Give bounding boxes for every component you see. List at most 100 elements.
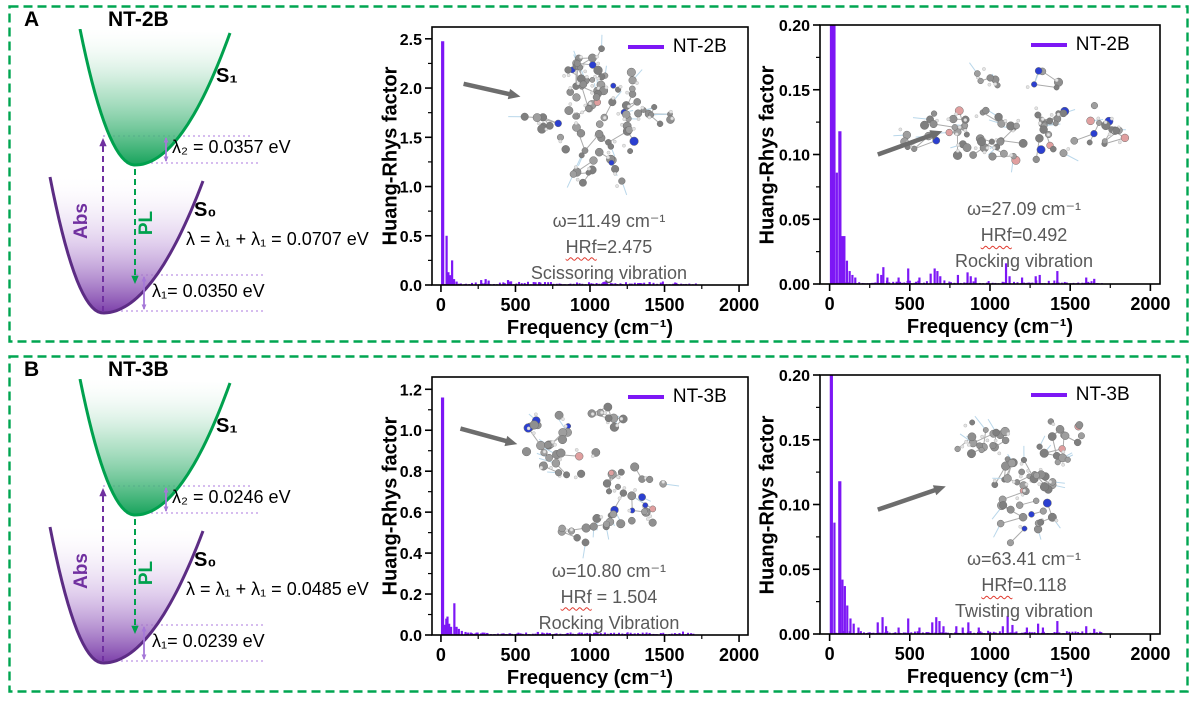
annotation-hrf: HRf = 1.504 <box>560 586 658 607</box>
svg-text:1000: 1000 <box>570 295 610 315</box>
absorption-label: Abs <box>71 203 92 239</box>
svg-text:0.20: 0.20 <box>779 368 810 385</box>
svg-text:0: 0 <box>825 294 835 314</box>
panel-a: A NT-2B S₁ S₀ Abs PL λ₂ = 0.0357 eV λ = … <box>8 5 1189 343</box>
svg-text:0.00: 0.00 <box>779 277 810 294</box>
annotation-vibration: Rocking Vibration <box>538 612 680 633</box>
svg-text:1500: 1500 <box>645 645 685 665</box>
svg-text:1.5: 1.5 <box>400 130 422 147</box>
svg-text:1000: 1000 <box>970 644 1010 664</box>
legend-label: NT-3B <box>672 386 727 408</box>
svg-text:1000: 1000 <box>570 645 610 665</box>
lambda2-value: λ₂ = 0.0357 eV <box>172 137 291 157</box>
annotation-vibration: Scissoring vibration <box>530 262 687 283</box>
pl-label: PL <box>136 210 157 236</box>
svg-text:500: 500 <box>895 644 925 664</box>
svg-text:1.0: 1.0 <box>400 423 422 440</box>
hr-spectrum-chart-a-mid: 0 500 1000 1500 2000 0.0 0.5 1.0 1.5 2.0 2.5 Huang… <box>380 13 764 339</box>
annotation-omega: ω=10.80 cm⁻¹ <box>551 560 666 581</box>
y-axis-label: Huang-Rhys factor <box>756 65 779 244</box>
svg-text:2.5: 2.5 <box>400 32 422 49</box>
legend-line-swatch <box>1030 393 1067 398</box>
svg-text:500: 500 <box>500 295 530 315</box>
legend: NT-2B <box>1030 34 1130 56</box>
x-axis-label: Frequency (cm⁻¹) <box>906 316 1074 338</box>
svg-text:0.15: 0.15 <box>779 83 810 100</box>
lambda-sum-value: λ = λ₁ + λ₁ = 0.0707 eV <box>186 229 369 249</box>
s0-state-label: S₀ <box>194 549 217 571</box>
panel-a-label: A <box>24 8 40 31</box>
legend-label: NT-2B <box>1075 34 1130 56</box>
lambda1-value: λ₁= 0.0239 eV <box>152 631 265 651</box>
svg-text:0.10: 0.10 <box>779 148 810 165</box>
spectrum-plot-svg: 0 500 1000 1500 2000 0.0 0.5 1.0 1.5 2.0 2.5 <box>400 26 759 315</box>
annotation-vibration: Rocking vibration <box>954 251 1094 272</box>
legend: NT-3B <box>1030 384 1130 406</box>
panel-b-label: B <box>24 358 40 381</box>
lambda2-value: λ₂ = 0.0246 eV <box>172 487 291 507</box>
annotation: ω=11.49 cm⁻¹ HRf=2.475 Scissoring vibrat… <box>531 208 687 286</box>
svg-text:0.0: 0.0 <box>400 628 422 645</box>
panel-a-title: NT-2B <box>108 8 169 31</box>
annotation-omega: ω=27.09 cm⁻¹ <box>966 198 1082 219</box>
svg-text:0: 0 <box>825 644 835 664</box>
annotation-vibration: Twisting vibration <box>954 601 1094 622</box>
svg-text:0.20: 0.20 <box>779 18 810 35</box>
lambda1-value: λ₁= 0.0350 eV <box>152 281 265 301</box>
absorption-label: Abs <box>71 553 92 589</box>
pl-label: PL <box>136 560 157 586</box>
lambda-sum-value: λ = λ₁ + λ₁ = 0.0485 eV <box>186 579 369 599</box>
svg-text:0.05: 0.05 <box>779 562 810 579</box>
svg-text:0.15: 0.15 <box>779 433 810 450</box>
panel-b-title: NT-3B <box>108 358 169 381</box>
x-axis-label: Frequency (cm⁻¹) <box>506 667 674 689</box>
svg-text:0: 0 <box>436 295 446 315</box>
y-axis-label: Huang-Rhys factor <box>756 415 779 594</box>
svg-text:2000: 2000 <box>1130 294 1170 314</box>
legend-line-swatch <box>627 45 664 50</box>
x-axis-label: Frequency (cm⁻¹) <box>506 317 674 339</box>
svg-text:0.6: 0.6 <box>400 505 422 522</box>
s1-state-label: S₁ <box>216 65 238 87</box>
legend: NT-2B <box>627 36 727 58</box>
panel-b: B NT-3B S₁ S₀ Abs PL λ₂ = 0.0246 eV λ = … <box>8 355 1189 693</box>
hr-spectrum-chart-b-right: 0 500 1000 1500 2000 0.00 0.05 0.10 0.15 0.20 Hua… <box>740 361 1176 688</box>
svg-text:0.8: 0.8 <box>400 464 422 481</box>
x-axis-label: Frequency (cm⁻¹) <box>906 666 1074 688</box>
legend-label: NT-2B <box>672 36 727 58</box>
svg-text:0.05: 0.05 <box>779 212 810 229</box>
legend-label: NT-3B <box>1075 384 1130 406</box>
svg-text:2000: 2000 <box>719 295 759 315</box>
y-axis-label: Huang-Rhys factor <box>379 416 402 596</box>
svg-text:2000: 2000 <box>719 645 759 665</box>
svg-text:0.4: 0.4 <box>400 546 422 563</box>
energy-diagram-b: S₁ S₀ Abs PL λ₂ = 0.0246 eV λ = λ₁ + λ₁ … <box>18 379 393 689</box>
svg-text:0.0: 0.0 <box>400 278 422 295</box>
annotation-omega: ω=63.41 cm⁻¹ <box>966 548 1082 569</box>
legend-line-swatch <box>627 395 664 400</box>
svg-text:0.5: 0.5 <box>400 229 422 246</box>
svg-text:1.2: 1.2 <box>400 382 422 399</box>
svg-text:2.0: 2.0 <box>400 81 422 98</box>
annotation-omega: ω=11.49 cm⁻¹ <box>552 210 666 231</box>
svg-text:1000: 1000 <box>970 294 1010 314</box>
svg-text:0.2: 0.2 <box>400 587 422 604</box>
annotation-hrf: HRf=0.118 <box>981 575 1067 596</box>
spectrum-plot-svg: 0 500 1000 1500 2000 0.00 0.05 0.10 0.15 0.20 <box>779 368 1171 664</box>
legend: NT-3B <box>627 386 727 408</box>
s0-state-label: S₀ <box>194 199 217 221</box>
svg-text:1500: 1500 <box>645 295 685 315</box>
spectrum-plot-svg: 0 500 1000 1500 2000 0.00 0.05 0.10 0.15 0.20 <box>779 18 1171 314</box>
energy-diagram-a: S₁ S₀ Abs PL λ₂ = 0.0357 eV λ = λ₁ + λ₁ … <box>18 29 393 339</box>
svg-text:1500: 1500 <box>1050 644 1090 664</box>
spectrum-plot-svg: 0 500 1000 1500 2000 0.0 0.2 0.4 0.6 0.8 1.0 1.2 <box>400 376 759 665</box>
s1-state-label: S₁ <box>216 415 238 437</box>
svg-text:500: 500 <box>895 294 925 314</box>
svg-text:2000: 2000 <box>1130 644 1170 664</box>
legend-line-swatch <box>1030 43 1067 48</box>
annotation: ω=63.41 cm⁻¹ HRf=0.118 Twisting vibratio… <box>955 546 1093 624</box>
energy-diagram-svg <box>48 29 263 315</box>
svg-text:0.10: 0.10 <box>779 498 810 515</box>
hr-spectrum-chart-b-mid: 0 500 1000 1500 2000 0.0 0.2 0.4 0.6 0.8 1.0 1.2 Hu… <box>380 363 764 689</box>
